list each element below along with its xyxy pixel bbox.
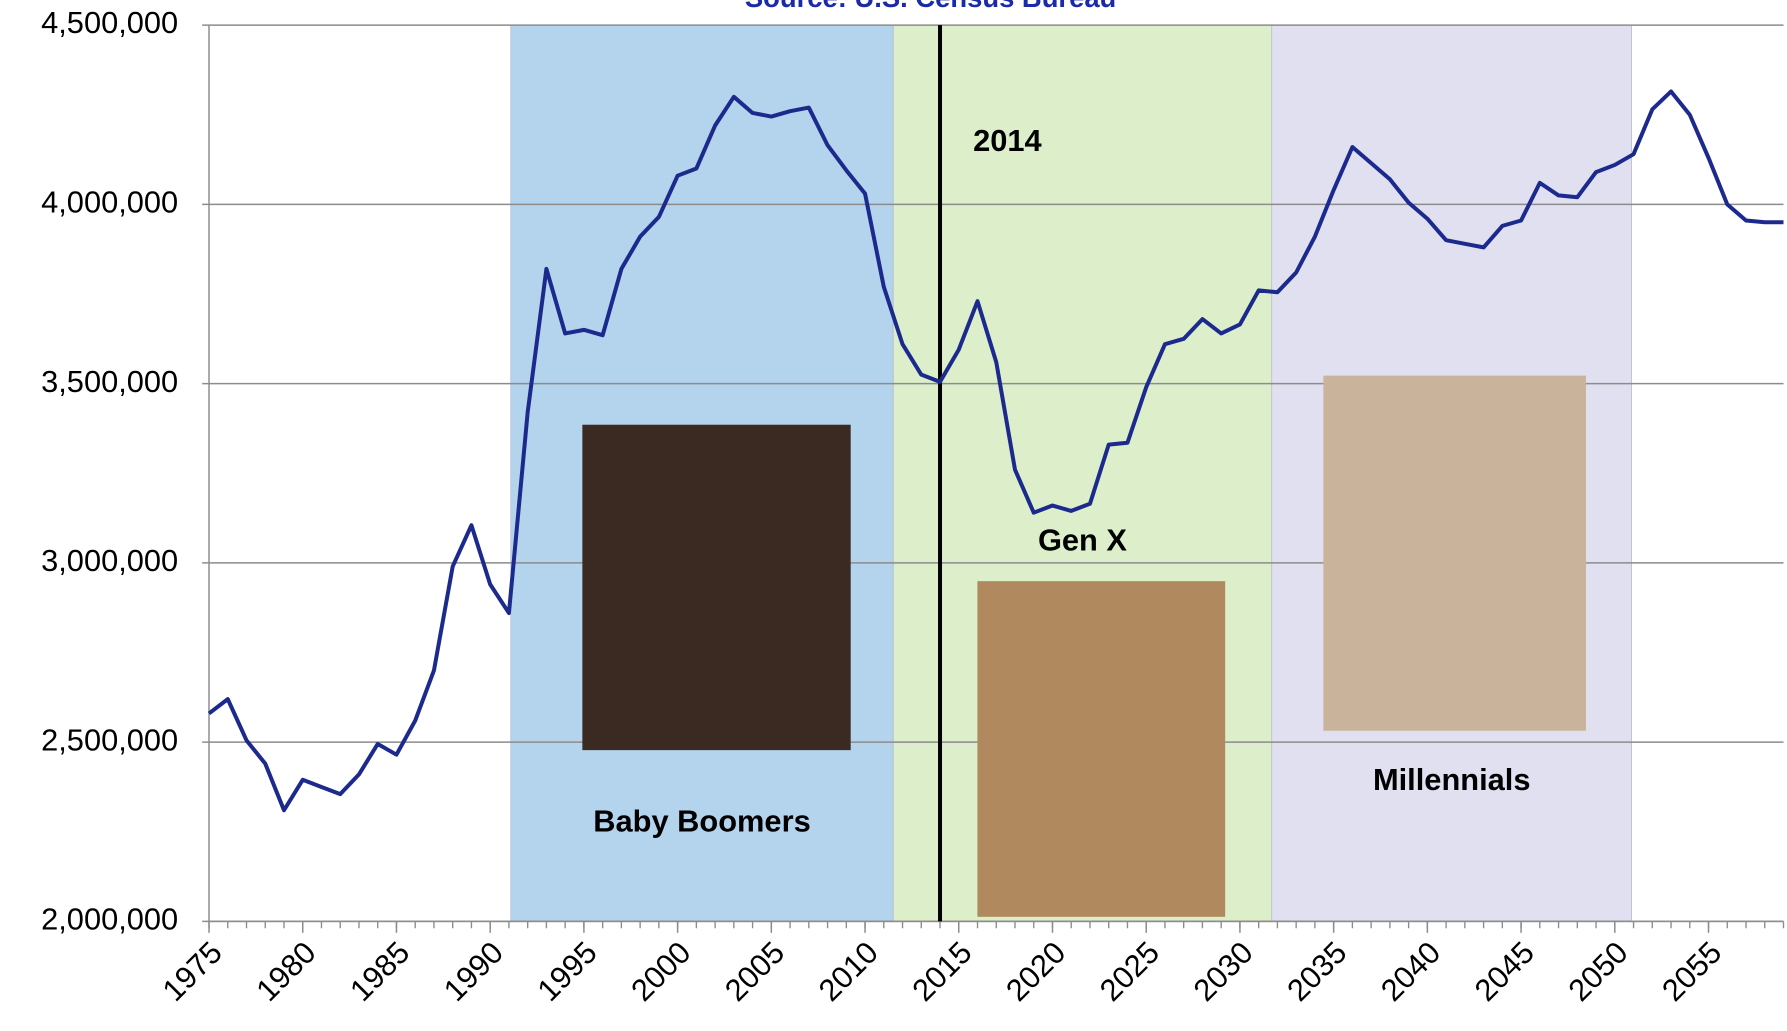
- x-tick-label: 2025: [1093, 935, 1166, 1008]
- photo-placeholder: [1323, 375, 1586, 731]
- y-tick-label: 3,500,000: [41, 364, 178, 399]
- band-label: Baby Boomers: [593, 803, 810, 838]
- band-label: Millennials: [1373, 762, 1531, 797]
- x-tick-label: 2020: [999, 935, 1072, 1008]
- x-tick-label: 2055: [1655, 935, 1728, 1008]
- x-tick-label: 2015: [905, 935, 978, 1008]
- x-tick-label: 1975: [156, 935, 229, 1008]
- y-tick-label: 2,500,000: [41, 722, 178, 757]
- x-tick-label: 2005: [718, 935, 791, 1008]
- marker-label: 2014: [973, 123, 1042, 158]
- y-tick-label: 4,500,000: [41, 5, 178, 40]
- photo-placeholder: [977, 581, 1226, 917]
- y-tick-label: 4,000,000: [41, 185, 178, 220]
- x-tick-label: 2000: [624, 935, 697, 1008]
- x-tick-label: 2035: [1280, 935, 1353, 1008]
- x-tick-label: 1985: [343, 935, 416, 1008]
- x-tick-label: 2010: [812, 935, 885, 1008]
- x-tick-label: 2030: [1187, 935, 1260, 1008]
- photo-placeholder: [582, 424, 851, 751]
- x-tick-label: 2045: [1468, 935, 1541, 1008]
- data-line: [207, 89, 1784, 813]
- x-tick-label: 1980: [249, 935, 322, 1008]
- y-tick-label: 3,000,000: [41, 543, 178, 578]
- photos: [582, 375, 1586, 917]
- x-tick-label: 1995: [531, 935, 604, 1008]
- plot: Baby Boomers Gen X Millennials 2014: [207, 25, 1784, 922]
- y-tick-label: 2,000,000: [41, 902, 178, 937]
- band-label: Gen X: [1038, 522, 1127, 557]
- subtitle: Source: U.S. Census Bureau: [745, 0, 1116, 13]
- x-tick-label: 2050: [1561, 935, 1634, 1008]
- x-tick-label: 2040: [1374, 935, 1447, 1008]
- x-tick-label: 1990: [437, 935, 510, 1008]
